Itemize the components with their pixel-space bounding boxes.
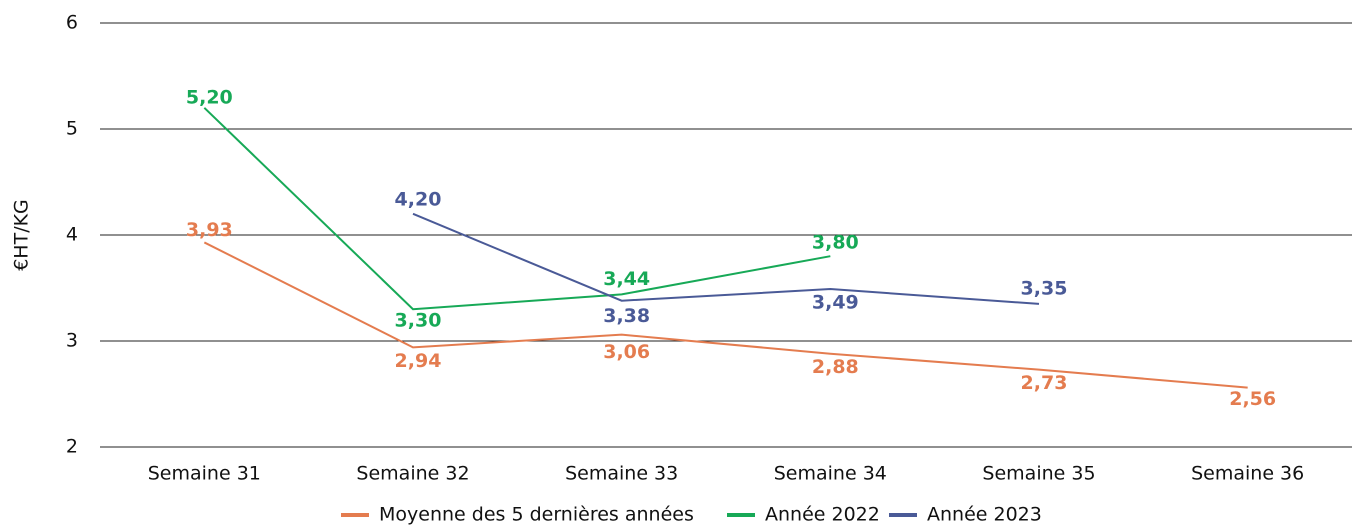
data-label: 3,06 bbox=[603, 341, 650, 363]
x-tick-label: Semaine 33 bbox=[565, 463, 678, 485]
x-tick-label: Semaine 34 bbox=[774, 463, 887, 485]
data-label: 3,44 bbox=[603, 268, 650, 290]
x-tick-label: Semaine 36 bbox=[1191, 463, 1304, 485]
y-tick-label: 5 bbox=[66, 118, 78, 140]
legend-label: Année 2023 bbox=[927, 504, 1042, 526]
y-axis-label: €HT/KG bbox=[11, 199, 33, 271]
legend-label: Année 2022 bbox=[765, 504, 880, 526]
x-tick-label: Semaine 35 bbox=[982, 463, 1095, 485]
series-line bbox=[203, 241, 1248, 389]
data-label: 3,80 bbox=[812, 232, 859, 254]
y-tick-label: 4 bbox=[66, 224, 78, 246]
data-label: 3,49 bbox=[812, 292, 859, 314]
series-line bbox=[412, 212, 1040, 305]
data-label: 2,73 bbox=[1021, 372, 1068, 394]
y-tick-label: 6 bbox=[66, 12, 78, 34]
legend-label: Moyenne des 5 dernières années bbox=[379, 504, 694, 526]
x-tick-label: Semaine 31 bbox=[148, 463, 261, 485]
data-label: 5,20 bbox=[186, 86, 233, 108]
y-tick-label: 2 bbox=[66, 436, 78, 458]
data-label: 2,94 bbox=[395, 350, 442, 372]
data-label: 3,93 bbox=[186, 219, 233, 241]
data-label: 2,88 bbox=[812, 356, 859, 378]
data-label: 3,35 bbox=[1021, 277, 1068, 299]
data-label: 2,56 bbox=[1229, 388, 1276, 410]
data-label: 4,20 bbox=[395, 188, 442, 210]
data-label: 3,30 bbox=[395, 310, 442, 332]
y-tick-label: 3 bbox=[66, 330, 78, 352]
series-line bbox=[203, 107, 831, 311]
x-tick-label: Semaine 32 bbox=[356, 463, 469, 485]
data-label: 3,38 bbox=[603, 305, 650, 327]
